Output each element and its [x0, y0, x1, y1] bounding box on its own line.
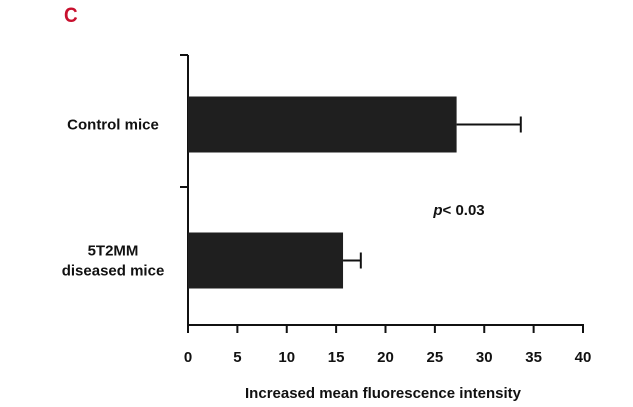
category-label: 5T2MM diseased mice — [62, 243, 165, 280]
x-ticks: 0 5 10 15 20 25 30 35 40 — [184, 325, 592, 366]
panel-label: C — [64, 4, 78, 27]
bars — [188, 96, 457, 289]
x-tick-label: 0 — [184, 349, 192, 366]
p-value-annotation: p< 0.03 — [432, 202, 484, 219]
x-tick-label: 5 — [233, 349, 241, 366]
x-tick-label: 30 — [476, 349, 493, 366]
error-bars — [343, 116, 522, 269]
bar — [188, 232, 344, 289]
x-tick-label: 20 — [377, 349, 394, 366]
category-label-line: Control mice — [67, 117, 159, 134]
category-label: Control mice — [67, 117, 159, 134]
x-tick-label: 10 — [278, 349, 295, 366]
category-label-line: diseased mice — [62, 263, 165, 280]
x-tick-label: 25 — [427, 349, 444, 366]
category-labels: Control mice 5T2MM diseased mice — [62, 117, 165, 280]
x-tick-label: 35 — [525, 349, 542, 366]
category-label-line: 5T2MM — [88, 243, 139, 260]
x-axis-label: Increased mean fluorescence intensity — [245, 385, 522, 402]
p-symbol: p — [432, 202, 442, 219]
p-threshold: < 0.03 — [443, 202, 485, 219]
x-tick-label: 40 — [575, 349, 592, 366]
bar — [188, 96, 457, 153]
x-tick-label: 15 — [328, 349, 345, 366]
